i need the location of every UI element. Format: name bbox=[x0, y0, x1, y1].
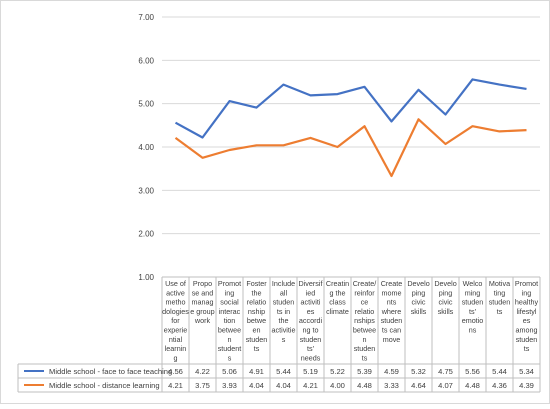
data-table-value: 4.04 bbox=[249, 381, 264, 390]
data-table-value: 4.04 bbox=[276, 381, 291, 390]
data-table-value: 4.75 bbox=[438, 367, 453, 376]
y-tick-label: 1.00 bbox=[138, 273, 154, 282]
data-table: Use of active metho dologies for experie ntial… bbox=[17, 276, 541, 393]
series-line bbox=[174, 78, 527, 139]
y-tick-label: 3.00 bbox=[138, 186, 154, 195]
x-category-label: Use of active metho dologies for experie ntial… bbox=[162, 279, 189, 362]
data-table-value: 4.64 bbox=[411, 381, 426, 390]
x-category-label: Create/reinfor ce relatio nships betwee n stud… bbox=[353, 279, 377, 362]
data-table-value: 5.44 bbox=[492, 367, 507, 376]
data-table-value: 4.59 bbox=[384, 367, 399, 376]
data-table-value: 4.48 bbox=[357, 381, 372, 390]
data-table-value: 4.21 bbox=[303, 381, 318, 390]
y-tick-label: 7.00 bbox=[138, 13, 154, 22]
legend-series-name: Middle school - distance learning bbox=[49, 381, 160, 390]
data-table-value: 5.06 bbox=[222, 367, 237, 376]
data-table-value: 5.39 bbox=[357, 367, 372, 376]
x-category-label: Motiva ting studen ts bbox=[489, 279, 511, 316]
data-table-value: 5.22 bbox=[330, 367, 345, 376]
x-category-label: Include all studen ts in the activitie s bbox=[272, 279, 296, 344]
x-category-label: Promot ing healthy lifestyl es among studen ts bbox=[515, 279, 539, 353]
x-category-label: Creatin g the class climate bbox=[326, 279, 349, 316]
data-table-value: 3.93 bbox=[222, 381, 237, 390]
data-table-value: 4.36 bbox=[492, 381, 507, 390]
y-tick-label: 2.00 bbox=[138, 230, 154, 239]
data-table-value: 5.19 bbox=[303, 367, 318, 376]
x-category-label: Create mome nts where studen ts can move bbox=[381, 279, 403, 344]
data-table-value: 4.21 bbox=[168, 381, 183, 390]
data-table-value: 5.56 bbox=[465, 367, 480, 376]
y-tick-label: 6.00 bbox=[138, 56, 154, 65]
y-tick-label: 5.00 bbox=[138, 100, 154, 109]
data-table-value: 5.44 bbox=[276, 367, 291, 376]
data-table-value: 4.48 bbox=[465, 381, 480, 390]
data-table-value: 4.00 bbox=[330, 381, 345, 390]
series-line bbox=[174, 118, 527, 178]
data-table-value: 4.91 bbox=[249, 367, 264, 376]
data-table-value: 3.75 bbox=[195, 381, 210, 390]
x-category-label: Foster the relatio nship betwe en studen ts bbox=[246, 279, 268, 353]
x-category-label: Propo se and manag e group work bbox=[190, 279, 214, 325]
y-axis-tick-labels: 1.00 2.00 3.00 4.00 5.00 6.00 7.00 bbox=[138, 13, 154, 282]
x-category-label: Develo ping civic skills bbox=[434, 279, 456, 316]
data-table-value: 4.56 bbox=[168, 367, 183, 376]
data-table-value: 4.07 bbox=[438, 381, 453, 390]
data-table-value: 4.39 bbox=[519, 381, 534, 390]
data-table-value: 3.33 bbox=[384, 381, 399, 390]
data-table-value: 5.32 bbox=[411, 367, 426, 376]
x-category-label: Welco ming studen ts' emotio ns bbox=[462, 279, 484, 335]
gridlines bbox=[162, 16, 540, 235]
series-lines bbox=[174, 78, 527, 178]
data-table-value: 5.34 bbox=[519, 367, 534, 376]
x-category-label: Develo ping civic skills bbox=[407, 279, 429, 316]
legend-series-name: Middle school - face to face teaching bbox=[49, 367, 172, 376]
x-category-label: Diversif ied activiti es accordi ng to studen t… bbox=[299, 279, 323, 362]
y-tick-label: 4.00 bbox=[138, 143, 154, 152]
x-category-label: Promot ing social interac tion betwee n student… bbox=[218, 279, 242, 362]
data-table-value: 4.22 bbox=[195, 367, 210, 376]
